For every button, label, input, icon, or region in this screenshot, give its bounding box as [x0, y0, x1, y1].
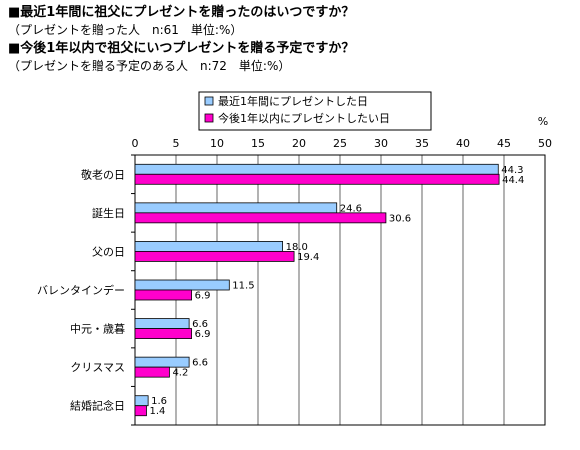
unit-label: %	[538, 115, 548, 128]
bar-s1-c4	[134, 279, 230, 291]
title-line-1: ■最近1年間に祖父にプレゼントを贈ったのはいつですか？	[8, 5, 355, 20]
data-label-s2-c2: 30.6	[389, 213, 411, 224]
tick-label-0: 0	[132, 137, 139, 150]
subtitle-line-1: （プレゼントを贈った人 n:61 単位:%）	[8, 23, 243, 37]
category-label-6: クリスマス	[70, 361, 125, 374]
bar-s1-c3	[134, 241, 284, 252]
bar-s2-c6	[134, 366, 170, 378]
title-line-2: ■今後1年以内で祖父にいつプレゼントを贈る予定ですか？	[8, 41, 355, 56]
category-label-1: 敬老の日	[81, 168, 125, 181]
bar-s1-c7	[134, 395, 149, 407]
bar-s2-c2	[134, 212, 387, 224]
tick-label-5: 5	[173, 137, 180, 150]
data-label-s1-c3: 18.0	[286, 242, 308, 253]
tick-label-35: 35	[415, 137, 429, 150]
tick-label-45: 45	[497, 137, 511, 150]
data-label-s1-c7: 1.6	[151, 396, 167, 407]
tick-label-20: 20	[292, 137, 306, 150]
data-label-s2-c5: 6.9	[195, 329, 211, 340]
bar-s1-c5	[134, 318, 190, 329]
subtitle-line-2: （プレゼントを贈る予定のある人 n:72 単位:%）	[8, 59, 291, 73]
data-label-s1-c2: 24.6	[340, 203, 362, 214]
tick-label-50: 50	[538, 137, 552, 150]
bar-s2-c7	[134, 405, 147, 417]
tick-label-10: 10	[210, 137, 224, 150]
bar-s1-c1	[134, 163, 499, 175]
data-label-s2-c4: 6.9	[195, 291, 211, 302]
tick-label-15: 15	[251, 137, 265, 150]
category-label-7: 結婚記念日	[70, 399, 125, 413]
bar-s2-c5	[134, 328, 192, 339]
legend-box	[198, 91, 432, 131]
legend-swatch-2	[204, 113, 214, 123]
data-label-s1-c5: 6.6	[192, 319, 208, 330]
category-label-2: 誕生日	[92, 206, 125, 220]
tick-label-25: 25	[333, 137, 347, 150]
legend-label-1: 最近1年間にプレゼントした日	[218, 94, 368, 108]
tick-label-30: 30	[374, 137, 388, 150]
data-label-s2-c1: 44.4	[502, 175, 524, 186]
category-label-3: 父の日	[92, 245, 125, 258]
bar-s2-c3	[134, 251, 295, 262]
legend-swatch-1	[204, 96, 214, 106]
data-label-s1-c4: 11.5	[232, 281, 254, 292]
category-label-4: バレンタインデー	[37, 283, 125, 297]
data-label-s2-c7: 1.4	[149, 406, 165, 417]
bar-s1-c6	[134, 356, 190, 368]
data-label-s2-c3: 19.4	[297, 252, 319, 263]
legend-label-2: 今後1年以内にプレゼントしたい日	[218, 111, 390, 125]
tick-label-40: 40	[456, 137, 470, 150]
bar-s2-c1	[134, 173, 500, 185]
data-label-s1-c6: 6.6	[192, 358, 208, 369]
data-label-s1-c1: 44.3	[501, 165, 523, 176]
category-label-5: 中元・歳暮	[70, 322, 125, 336]
bar-s2-c4	[134, 289, 192, 301]
bar-s1-c2	[134, 202, 338, 214]
data-label-s2-c6: 4.2	[172, 368, 188, 379]
